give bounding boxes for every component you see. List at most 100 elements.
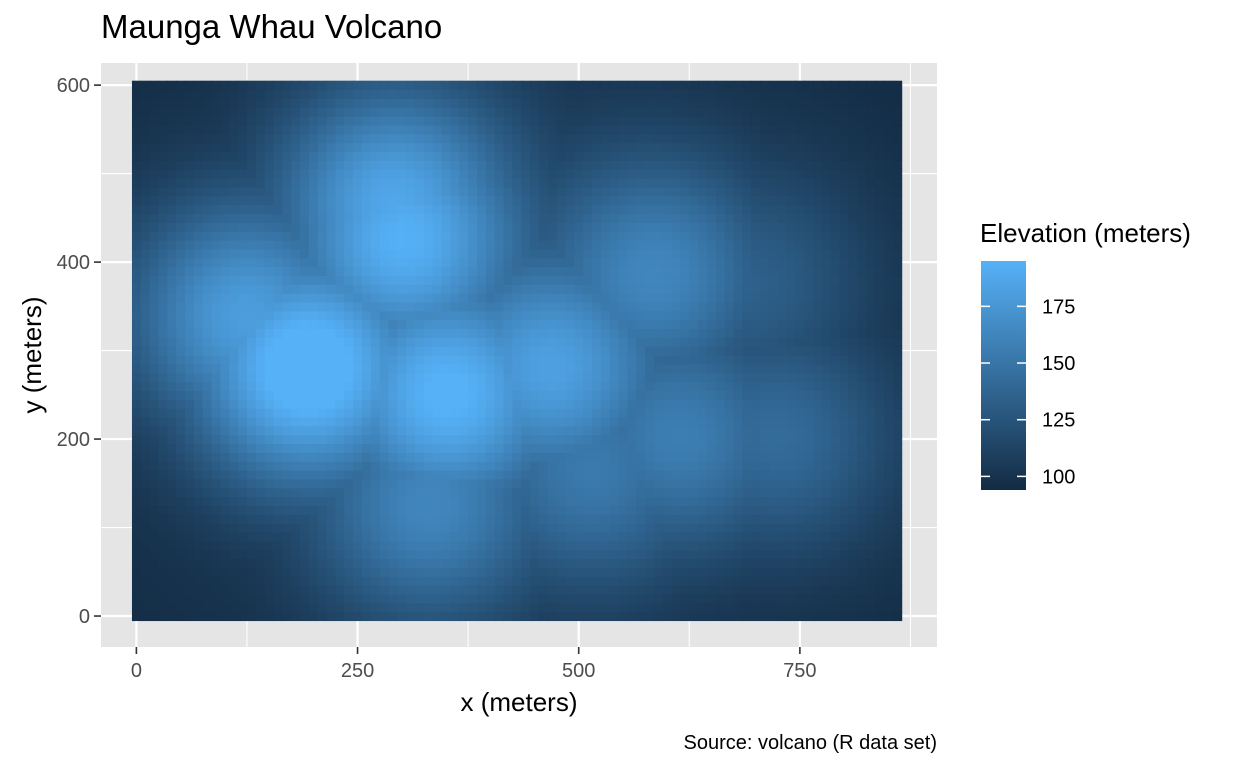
raster-cell xyxy=(149,514,160,524)
raster-cell xyxy=(671,611,682,622)
raster-cell xyxy=(804,80,814,91)
raster-cell xyxy=(830,80,841,91)
raster-cell xyxy=(574,337,584,347)
raster-cell xyxy=(273,231,283,241)
raster-cell xyxy=(397,425,407,436)
raster-cell xyxy=(839,195,850,206)
raster-cell xyxy=(556,178,567,188)
raster-cell xyxy=(742,222,752,232)
raster-cell xyxy=(706,328,717,338)
raster-cell xyxy=(370,363,381,374)
raster-cell xyxy=(406,151,416,161)
raster-cell xyxy=(167,381,177,391)
raster-cell xyxy=(627,116,637,126)
raster-cell xyxy=(609,611,620,622)
raster-cell xyxy=(185,355,195,365)
raster-cell xyxy=(185,284,195,294)
raster-cell xyxy=(600,186,611,197)
raster-cell xyxy=(742,178,752,188)
raster-cell xyxy=(388,89,398,99)
raster-cell xyxy=(211,505,222,515)
raster-cell xyxy=(185,585,195,595)
raster-cell xyxy=(760,98,770,108)
raster-cell xyxy=(839,124,850,135)
raster-cell xyxy=(379,169,390,179)
raster-cell xyxy=(193,257,204,268)
raster-cell xyxy=(609,248,620,259)
raster-cell xyxy=(468,416,478,427)
raster-cell xyxy=(326,593,337,604)
raster-cell xyxy=(485,301,496,312)
raster-cell xyxy=(406,390,416,400)
raster-cell xyxy=(715,293,726,303)
raster-cell xyxy=(618,381,628,391)
raster-cell xyxy=(370,160,381,170)
raster-cell xyxy=(450,505,460,515)
raster-cell xyxy=(388,275,398,285)
raster-cell xyxy=(574,257,584,268)
raster-cell xyxy=(538,567,549,577)
raster-cell xyxy=(397,558,407,568)
raster-cell xyxy=(459,116,469,126)
raster-cell xyxy=(583,523,593,533)
raster-cell xyxy=(176,372,186,383)
raster-cell xyxy=(149,337,160,347)
raster-cell xyxy=(494,275,505,285)
raster-cell xyxy=(202,611,213,622)
raster-cell xyxy=(645,496,655,507)
raster-cell xyxy=(530,363,540,374)
raster-cell xyxy=(291,372,301,383)
raster-cell xyxy=(706,558,717,568)
raster-cell xyxy=(521,319,531,330)
raster-cell xyxy=(724,124,735,135)
raster-cell xyxy=(662,372,673,383)
raster-cell xyxy=(813,178,823,188)
raster-cell xyxy=(149,416,160,427)
raster-cell xyxy=(512,239,522,250)
raster-cell xyxy=(627,186,637,197)
raster-cell xyxy=(229,231,239,241)
raster-cell xyxy=(645,186,655,197)
raster-cell xyxy=(255,89,266,99)
raster-cell xyxy=(158,496,168,507)
raster-cell xyxy=(583,576,593,586)
raster-cell xyxy=(804,116,814,126)
raster-cell xyxy=(848,523,858,533)
raster-cell xyxy=(432,248,443,259)
raster-cell xyxy=(671,585,682,595)
raster-cell xyxy=(459,310,469,321)
raster-cell xyxy=(821,372,832,383)
raster-cell xyxy=(415,231,425,241)
raster-cell xyxy=(768,363,779,374)
raster-cell xyxy=(335,381,345,391)
raster-cell xyxy=(591,293,602,303)
raster-cell xyxy=(202,372,213,383)
raster-cell xyxy=(698,381,708,391)
raster-cell xyxy=(521,257,531,268)
raster-cell xyxy=(476,523,487,533)
raster-cell xyxy=(600,178,611,188)
raster-cell xyxy=(432,593,443,604)
raster-cell xyxy=(591,585,602,595)
raster-cell xyxy=(238,319,248,330)
raster-cell xyxy=(220,487,230,498)
raster-cell xyxy=(556,531,567,542)
raster-cell xyxy=(689,593,699,604)
raster-cell xyxy=(131,213,142,223)
raster-cell xyxy=(140,222,151,232)
raster-cell xyxy=(308,319,319,330)
raster-cell xyxy=(636,337,646,347)
raster-cell xyxy=(291,222,301,232)
raster-cell xyxy=(353,310,363,321)
raster-cell xyxy=(821,133,832,144)
raster-cell xyxy=(653,337,664,347)
raster-cell xyxy=(468,80,478,91)
raster-cell xyxy=(848,593,858,604)
raster-cell xyxy=(202,89,213,99)
raster-cell xyxy=(273,408,283,418)
raster-cell xyxy=(326,89,337,99)
raster-cell xyxy=(751,372,761,383)
raster-cell xyxy=(494,346,505,356)
raster-cell xyxy=(512,416,522,427)
raster-cell xyxy=(627,319,637,330)
